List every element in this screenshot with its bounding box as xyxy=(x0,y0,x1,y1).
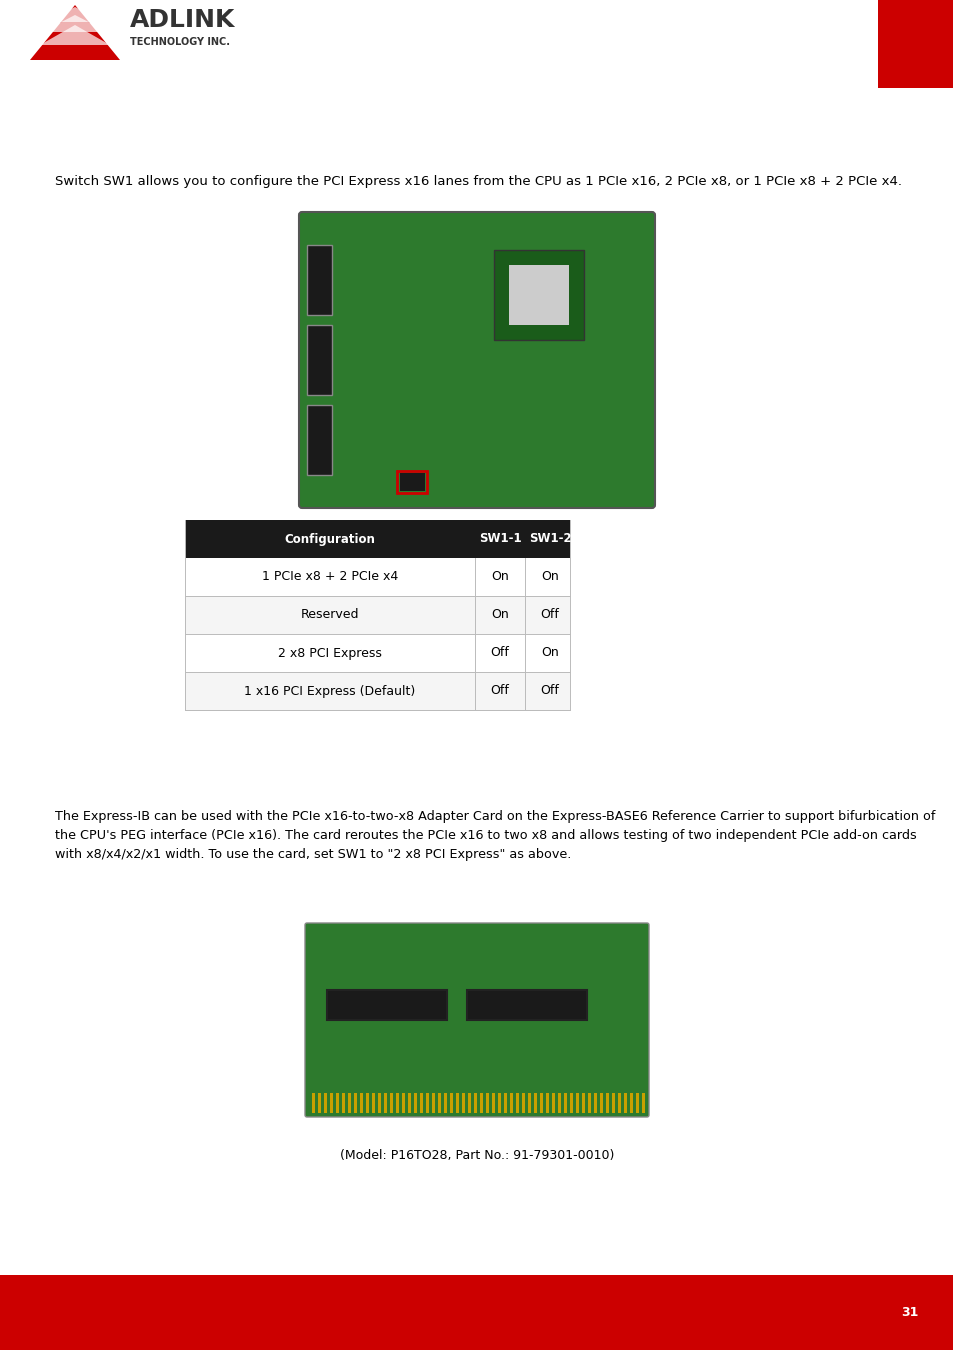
Polygon shape xyxy=(30,5,120,59)
Bar xyxy=(408,1094,411,1112)
Bar xyxy=(307,244,332,315)
Bar xyxy=(396,471,427,493)
Bar xyxy=(521,1094,524,1112)
Bar xyxy=(468,1094,471,1112)
Bar xyxy=(185,672,569,710)
Bar xyxy=(185,634,569,672)
Bar xyxy=(399,472,424,491)
Bar xyxy=(612,1094,615,1112)
Bar xyxy=(594,1094,597,1112)
Bar xyxy=(641,1094,644,1112)
Bar xyxy=(545,1094,548,1112)
Bar xyxy=(629,1094,633,1112)
Text: On: On xyxy=(540,647,558,660)
Bar xyxy=(605,1094,608,1112)
Bar xyxy=(534,1094,537,1112)
Bar xyxy=(185,520,569,558)
Bar xyxy=(581,1094,584,1112)
Bar xyxy=(450,1094,453,1112)
Text: SW1-2: SW1-2 xyxy=(528,532,571,545)
Bar xyxy=(330,1094,333,1112)
Text: Off: Off xyxy=(540,609,558,621)
Text: On: On xyxy=(491,609,508,621)
Text: Off: Off xyxy=(540,684,558,698)
Bar xyxy=(384,1094,387,1112)
Text: 1 x16 PCI Express (Default): 1 x16 PCI Express (Default) xyxy=(244,684,416,698)
Bar xyxy=(474,1094,476,1112)
Bar xyxy=(527,1094,531,1112)
FancyBboxPatch shape xyxy=(305,923,648,1116)
Bar xyxy=(348,1094,351,1112)
Bar xyxy=(366,1094,369,1112)
Text: Reserved: Reserved xyxy=(300,609,359,621)
Text: On: On xyxy=(491,571,508,583)
Bar xyxy=(479,1094,482,1112)
Bar xyxy=(185,558,569,595)
Text: 1 PCIe x8 + 2 PCIe x4: 1 PCIe x8 + 2 PCIe x4 xyxy=(262,571,397,583)
Text: Off: Off xyxy=(490,647,509,660)
Bar xyxy=(372,1094,375,1112)
Bar xyxy=(492,1094,495,1112)
Bar xyxy=(390,1094,393,1112)
Bar xyxy=(401,1094,405,1112)
Bar xyxy=(312,1094,314,1112)
Bar xyxy=(324,1094,327,1112)
Bar xyxy=(485,1094,489,1112)
Bar xyxy=(414,1094,416,1112)
Bar xyxy=(552,1094,555,1112)
Text: 2 x8 PCI Express: 2 x8 PCI Express xyxy=(277,647,381,660)
Polygon shape xyxy=(44,7,106,22)
Bar xyxy=(623,1094,626,1112)
Bar xyxy=(509,265,569,325)
Bar xyxy=(185,595,569,634)
Bar xyxy=(437,1094,440,1112)
Text: The Express-IB can be used with the PCIe x16-to-two-x8 Adapter Card on the Expre: The Express-IB can be used with the PCIe… xyxy=(55,810,934,861)
Bar xyxy=(341,1094,345,1112)
Bar xyxy=(569,1094,573,1112)
Bar xyxy=(618,1094,620,1112)
Bar xyxy=(377,1094,380,1112)
Text: Off: Off xyxy=(490,684,509,698)
Text: Configuration: Configuration xyxy=(284,532,375,545)
Bar xyxy=(503,1094,506,1112)
Bar xyxy=(0,1274,953,1350)
Bar xyxy=(510,1094,513,1112)
Bar xyxy=(359,1094,363,1112)
Text: SW1-1: SW1-1 xyxy=(478,532,520,545)
Bar xyxy=(461,1094,464,1112)
Bar xyxy=(587,1094,590,1112)
Bar xyxy=(307,405,332,475)
Bar xyxy=(636,1094,639,1112)
Bar xyxy=(432,1094,435,1112)
Bar xyxy=(443,1094,447,1112)
Bar xyxy=(877,0,953,88)
Bar xyxy=(516,1094,518,1112)
Bar xyxy=(395,1094,398,1112)
Bar xyxy=(558,1094,560,1112)
Bar xyxy=(563,1094,566,1112)
Text: (Model: P16TO28, Part No.: 91-79301-0010): (Model: P16TO28, Part No.: 91-79301-0010… xyxy=(339,1149,614,1161)
Bar xyxy=(599,1094,602,1112)
Bar xyxy=(327,990,447,1021)
Bar xyxy=(539,1094,542,1112)
Bar xyxy=(467,990,586,1021)
Text: On: On xyxy=(540,571,558,583)
FancyBboxPatch shape xyxy=(298,212,655,508)
Bar xyxy=(456,1094,458,1112)
Polygon shape xyxy=(40,26,110,45)
Bar xyxy=(494,250,584,340)
Text: TECHNOLOGY INC.: TECHNOLOGY INC. xyxy=(130,36,230,47)
Text: 31: 31 xyxy=(901,1305,918,1319)
Bar xyxy=(419,1094,422,1112)
Bar xyxy=(497,1094,500,1112)
Bar xyxy=(307,325,332,396)
Bar xyxy=(335,1094,338,1112)
Bar xyxy=(317,1094,320,1112)
Text: ADLINK: ADLINK xyxy=(130,8,235,32)
Polygon shape xyxy=(42,15,108,32)
Bar xyxy=(576,1094,578,1112)
Text: Switch SW1 allows you to configure the PCI Express x16 lanes from the CPU as 1 P: Switch SW1 allows you to configure the P… xyxy=(55,176,901,188)
Bar xyxy=(426,1094,429,1112)
Bar xyxy=(354,1094,356,1112)
